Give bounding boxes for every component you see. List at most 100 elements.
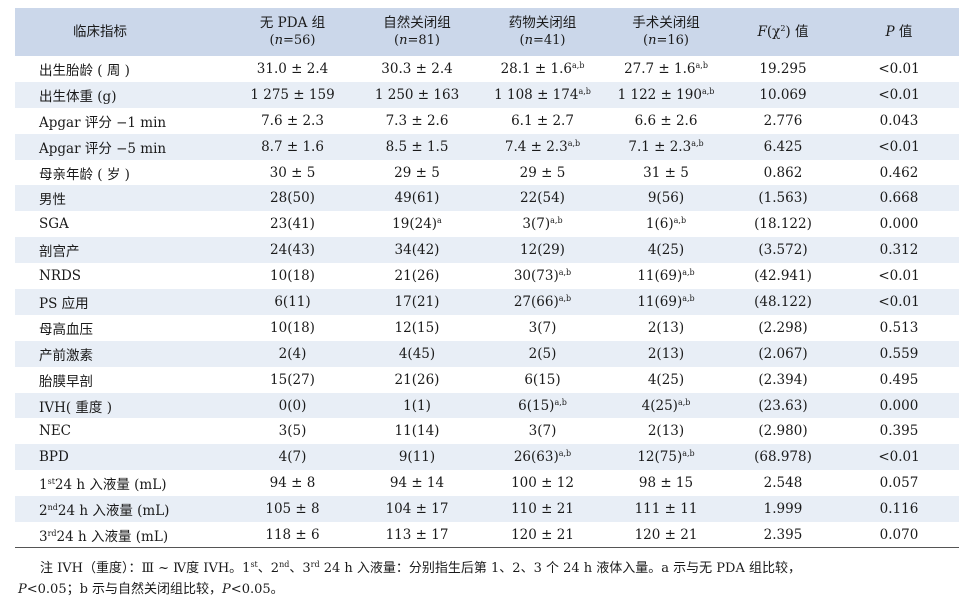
header-drug-closure: 药物关闭组 (n=41) (508, 15, 577, 48)
table-row: 产前激素 2(4) 4(45) 2(5) 2(13) (2.067) 0.559 (15, 340, 959, 367)
cell-c4: 4(25)a,b (641, 397, 691, 414)
cell-c4: 11(69)a,b (637, 293, 695, 310)
cell-c5: (23.63) (758, 397, 808, 414)
cell-c1: 105 ± 8 (265, 501, 320, 518)
table-row: 胎膜早剖 15(27) 21(26) 6(15) 4(25) (2.394) 0.495 (15, 367, 959, 393)
cell-c2: 12(15) (394, 319, 440, 336)
header-indicator: 临床指标 (73, 24, 127, 40)
row-label: Apgar 评分 −1 min (39, 114, 167, 131)
cell-c3: 7.4 ± 2.3a,b (504, 138, 581, 155)
cell-c3: 1 108 ± 174a,b (494, 86, 591, 103)
row-label: 产前激素 (39, 347, 93, 364)
cell-c2: 21(26) (394, 371, 440, 388)
cell-c3: 6(15) (524, 371, 561, 388)
cell-c5: 2.395 (763, 526, 803, 543)
cell-c3: 27(66)a,b (513, 293, 572, 310)
row-label: PS 应用 (39, 295, 89, 312)
cell-c3: 3(7) (528, 423, 557, 440)
cell-c3: 120 ± 21 (511, 526, 574, 543)
cell-c6: 0.043 (879, 112, 919, 129)
cell-c1: 24(43) (270, 242, 315, 259)
table-row: 2nd24 h 入液量 (mL) 105 ± 8 104 ± 17 110 ± 21 1… (15, 496, 959, 523)
row-label: NEC (39, 423, 71, 440)
cell-c5: 0.862 (763, 164, 803, 181)
table-row: BPD 4(7) 9(11) 26(63)a,b 12(75)a,b (68.978) <0… (15, 444, 959, 471)
cell-c5: (2.980) (758, 423, 808, 440)
cell-c6: 0.668 (879, 190, 919, 207)
row-label: IVH( 重度 ) (39, 399, 112, 416)
row-label: 1st24 h 入液量 (mL) (39, 477, 167, 494)
cell-c4: 111 ± 11 (634, 501, 698, 518)
cell-c3: 30(73)a,b (513, 268, 572, 285)
cell-c6: 0.312 (879, 242, 919, 259)
cell-c1: 4(7) (278, 449, 307, 466)
row-label: 母亲年龄 ( 岁 ) (39, 166, 130, 183)
cell-c6: <0.01 (878, 60, 920, 77)
cell-c1: 15(27) (270, 371, 315, 388)
cell-c1: 3(5) (278, 423, 307, 440)
row-label: 剖宫产 (39, 244, 80, 261)
cell-c2: 30.3 ± 2.4 (381, 60, 453, 77)
cell-c2: 4(45) (398, 345, 436, 362)
cell-c4: 2(13) (647, 345, 685, 362)
cell-c2: 11(14) (394, 423, 440, 440)
cell-c3: 100 ± 12 (511, 475, 574, 492)
cell-c1: 6(11) (274, 293, 311, 310)
cell-c3: 29 ± 5 (519, 164, 566, 181)
cell-c2: 104 ± 17 (385, 501, 449, 518)
header-natural-closure: 自然关闭组 (n=81) (383, 15, 451, 48)
cell-c5: (42.941) (754, 268, 812, 285)
cell-c2: 1 250 ± 163 (374, 86, 460, 103)
cell-c5: 6.425 (763, 138, 803, 155)
cell-c2: 113 ± 17 (385, 526, 449, 543)
cell-c3: 12(29) (520, 242, 565, 259)
footnote-line-1: 注 IVH（重度）：Ⅲ ~ Ⅳ度 IVH。1st、2nd、3rd 24 h 入液… (40, 560, 801, 577)
cell-c5: (3.572) (758, 242, 808, 259)
table-row: Apgar 评分 −5 min 8.7 ± 1.6 8.5 ± 1.5 7.4 ± 2… (15, 133, 959, 160)
cell-c3: 26(63)a,b (513, 449, 572, 466)
cell-c1: 10(18) (270, 319, 315, 336)
cell-c1: 31.0 ± 2.4 (256, 60, 329, 77)
cell-c3: 2(5) (528, 345, 557, 362)
table-row: NRDS 10(18) 21(26) 30(73)a,b 11(69)a,b (42.94… (15, 263, 959, 289)
cell-c2: 29 ± 5 (394, 164, 440, 181)
cell-c5: (1.563) (758, 190, 808, 207)
cell-c6: 0.000 (879, 397, 919, 414)
cell-c3: 3(7)a,b (522, 216, 563, 233)
cell-c6: 0.559 (879, 345, 919, 362)
table-row: Apgar 评分 −1 min 7.6 ± 2.3 7.3 ± 2.6 6.1 ± 2… (15, 108, 959, 134)
row-label: 3rd24 h 入液量 (mL) (39, 528, 169, 545)
cell-c4: 2(13) (647, 319, 685, 336)
table-body: 出生胎龄 ( 周 ) 31.0 ± 2.4 30.3 ± 2.4 28.1 ± 1.6… (15, 56, 959, 548)
cell-c4: 11(69)a,b (637, 268, 695, 285)
table-row: 男性 28(50) 49(61) 22(54) 9(56) (1.563) 0.668 (15, 185, 959, 212)
cell-c6: <0.01 (878, 138, 920, 155)
cell-c5: (18.122) (754, 216, 812, 233)
table-row: 出生体重 (g) 1 275 ± 159 1 250 ± 163 1 108 ± 17… (15, 81, 959, 108)
row-label: 母高血压 (39, 321, 93, 338)
cell-c6: 0.116 (879, 501, 919, 518)
cell-c6: 0.513 (879, 319, 919, 336)
cell-c5: 2.776 (763, 112, 803, 129)
cell-c6: 0.057 (879, 475, 919, 492)
table-row: 出生胎龄 ( 周 ) 31.0 ± 2.4 30.3 ± 2.4 28.1 ± 1.6… (15, 56, 959, 82)
cell-c4: 4(25) (647, 371, 685, 388)
cell-c4: 27.7 ± 1.6a,b (624, 60, 708, 77)
cell-c2: 94 ± 14 (389, 475, 445, 492)
row-label: 2nd24 h 入液量 (mL) (39, 503, 170, 520)
cell-c5: 1.999 (763, 501, 803, 518)
table-row: 剖宫产 24(43) 34(42) 12(29) 4(25) (3.572) 0.312 (15, 237, 959, 264)
cell-c4: 1(6)a,b (645, 216, 687, 233)
cell-c5: (2.067) (758, 345, 808, 362)
cell-c3: 3(7) (528, 319, 557, 336)
cell-c4: 98 ± 15 (638, 475, 694, 492)
cell-c1: 118 ± 6 (265, 526, 320, 543)
cell-c2: 8.5 ± 1.5 (385, 138, 449, 155)
footnote-line-2: P<0.05；b 示与自然关闭组比较，P<0.05。 (18, 582, 284, 597)
cell-c2: 7.3 ± 2.6 (385, 112, 449, 129)
row-label: NRDS (39, 268, 82, 285)
cell-c2: 1(1) (403, 397, 431, 414)
cell-c5: (68.978) (754, 449, 812, 466)
cell-c4: 6.6 ± 2.6 (634, 112, 698, 129)
